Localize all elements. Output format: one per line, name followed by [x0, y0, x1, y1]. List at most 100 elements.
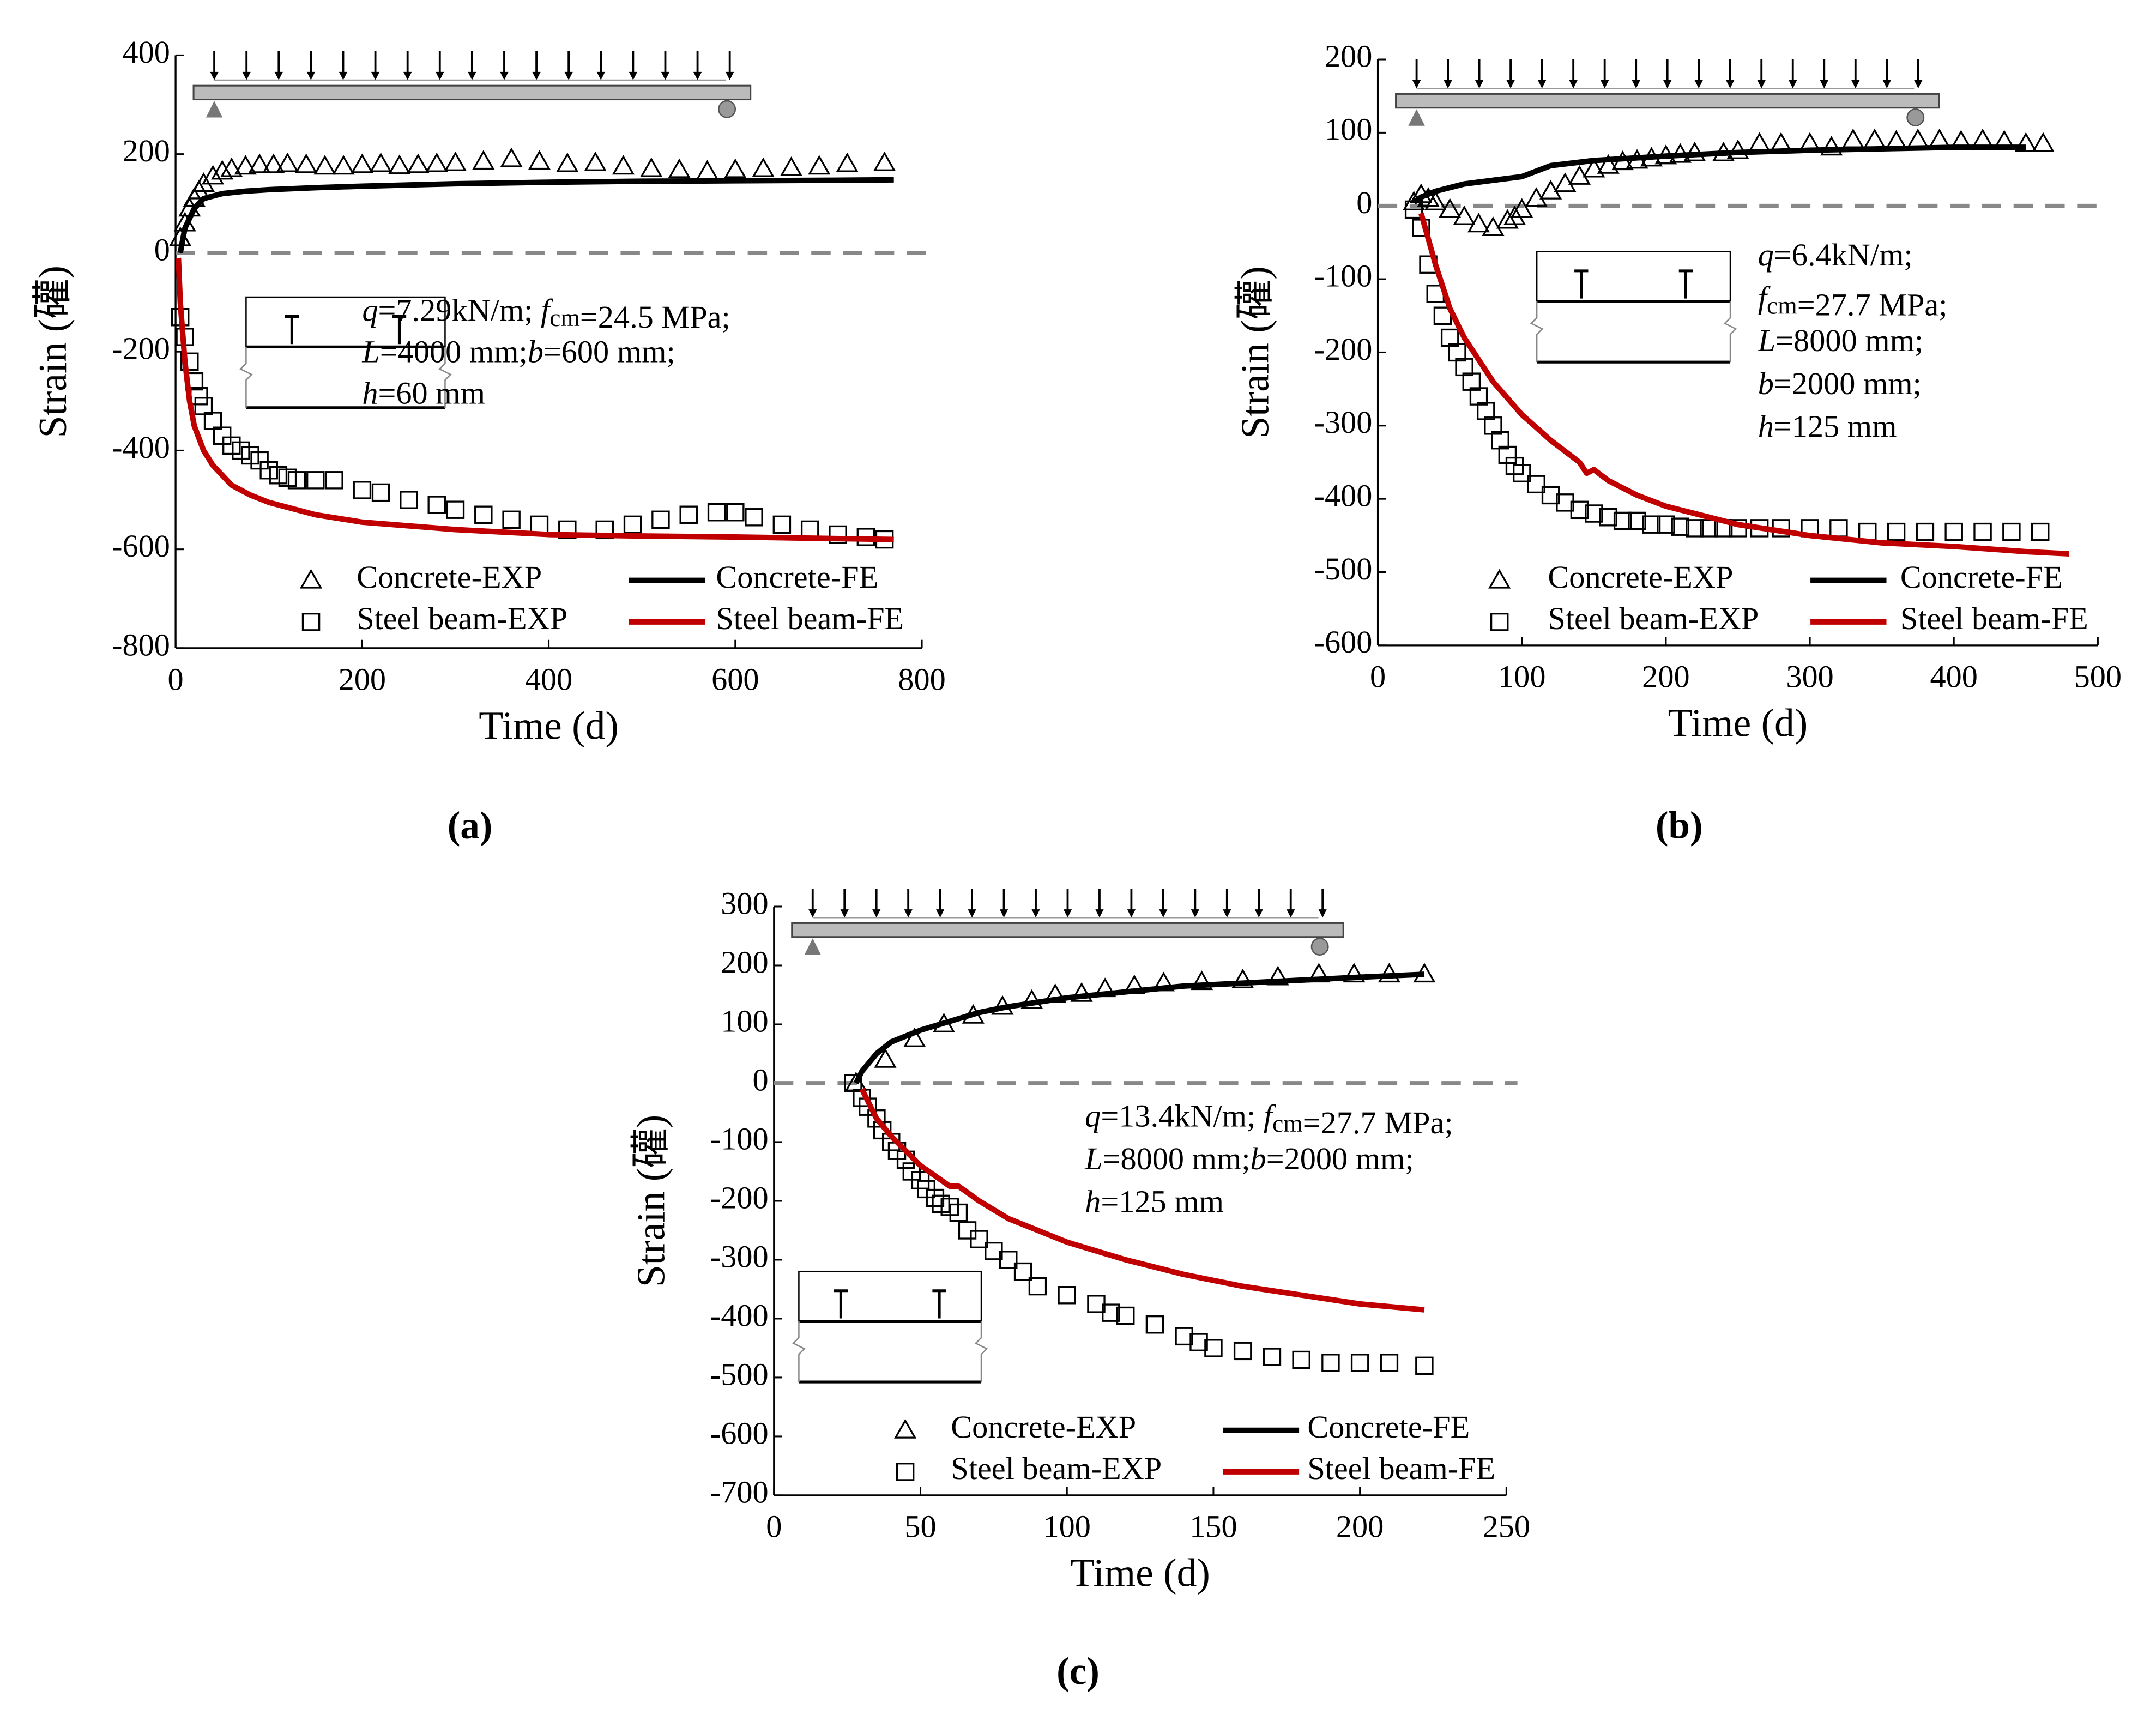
arrow-head: [872, 909, 881, 918]
arrow-head: [242, 71, 251, 81]
y-tick-label: 200: [721, 944, 768, 980]
square-marker: [1350, 1354, 1369, 1372]
square-marker: [1233, 1342, 1252, 1361]
arrow-head: [1223, 909, 1231, 918]
square-marker: [1028, 1277, 1047, 1296]
y-tick-label: 0: [1356, 185, 1372, 220]
square-marker: [1585, 504, 1603, 523]
annotation: h=125 mm: [1758, 409, 1897, 444]
y-tick-label: -400: [710, 1297, 769, 1333]
annotation: h=60 mm: [362, 376, 485, 411]
square-marker: [287, 471, 306, 490]
triangle-marker: [874, 1048, 897, 1068]
break-mark: [239, 347, 253, 408]
triangle-marker: [1231, 968, 1254, 988]
triangle-marker: [234, 155, 257, 175]
arrow-head: [532, 71, 541, 81]
triangle-marker: [1020, 989, 1043, 1009]
arrow-head: [1287, 909, 1295, 918]
legend-label: Concrete-FE: [1307, 1409, 1470, 1445]
square-marker: [1491, 431, 1509, 450]
square-marker: [1505, 456, 1524, 475]
legend-label: Steel beam-EXP: [1548, 601, 1759, 636]
square-marker: [651, 510, 670, 529]
triangle-marker: [192, 172, 215, 192]
annotation: L=4000 mm;b=600 mm;: [361, 334, 675, 370]
square-marker: [1887, 522, 1906, 541]
square-marker: [278, 468, 297, 487]
annotation: q=6.4kN/m;: [1758, 237, 1913, 273]
triangle-marker: [500, 147, 523, 167]
triangle-marker: [407, 153, 430, 173]
square-marker: [1448, 343, 1466, 362]
square-marker: [427, 496, 446, 514]
arrow-head: [1569, 80, 1578, 89]
annotation-text: =2000 mm;: [1774, 366, 1922, 401]
square-marker: [726, 503, 745, 522]
square-marker: [1204, 1339, 1223, 1357]
square-marker: [1116, 1306, 1135, 1325]
triangle-marker: [2032, 132, 2055, 152]
beam: [192, 84, 752, 101]
y-tick-label: -100: [1314, 258, 1373, 293]
square-marker: [829, 525, 847, 544]
section-diagram: [792, 1270, 988, 1384]
annotation-italic: h: [1085, 1184, 1101, 1219]
square-marker: [530, 515, 549, 534]
x-tick-label: 600: [711, 662, 759, 697]
square-marker: [1513, 464, 1531, 482]
roller-support: [1310, 938, 1329, 956]
triangle-marker: [696, 160, 719, 180]
triangle-marker: [1539, 179, 1562, 200]
square-marker: [2031, 522, 2050, 541]
triangle-marker: [220, 157, 243, 177]
legend-label: Concrete-FE: [1900, 559, 2063, 595]
square-marker: [194, 397, 213, 415]
arrow-head: [306, 71, 315, 81]
annotation: q=7.29kN/m; fcm=24.5 MPa;: [362, 293, 730, 335]
series-line: [177, 177, 894, 253]
annotation: b=2000 mm;: [1758, 366, 1922, 401]
annotation-text: =125 mm: [1101, 1184, 1224, 1219]
square-marker: [1189, 1333, 1208, 1351]
legend-label: Steel beam-EXP: [357, 601, 567, 636]
roller-support: [718, 100, 736, 118]
x-tick-label: 200: [1642, 659, 1689, 695]
y-axis-label: Strain (礶): [629, 1115, 673, 1287]
series-line: [1412, 144, 2026, 205]
annotation-text: =8000 mm;: [1103, 1141, 1251, 1176]
annotation-italic: q: [1085, 1098, 1101, 1134]
y-tick-label: -400: [112, 430, 170, 465]
beam-diagram: [192, 51, 752, 118]
square-marker: [970, 1230, 988, 1248]
arrow-head: [1663, 80, 1672, 89]
square-marker: [1829, 519, 1848, 538]
section-diagram: [239, 296, 452, 409]
y-tick-label: -800: [112, 627, 170, 662]
annotation-text: =13.4kN/m;: [1101, 1098, 1263, 1134]
square-marker: [1484, 416, 1502, 435]
triangle-marker: [262, 153, 285, 173]
arrow-head: [1820, 80, 1828, 89]
square-marker: [1102, 1303, 1120, 1322]
y-tick-label: -600: [710, 1415, 769, 1451]
x-tick-label: 400: [525, 662, 572, 697]
annotation-italic: b: [1251, 1141, 1266, 1176]
triangle-marker: [584, 151, 607, 171]
square-marker: [1944, 522, 1963, 541]
y-tick-label: -200: [710, 1180, 769, 1215]
square-marker: [1440, 328, 1459, 347]
annotation-italic: L: [361, 334, 379, 370]
triangle-marker: [1503, 205, 1526, 225]
arrow-head: [1538, 80, 1547, 89]
triangle-marker: [1863, 128, 1886, 148]
triangle-marker: [1906, 128, 1929, 148]
x-tick-label: 300: [1786, 659, 1833, 695]
square-marker: [1490, 613, 1509, 631]
square-marker: [213, 426, 232, 445]
triangle-marker: [1467, 213, 1490, 233]
annotation-text: =8000 mm;: [1775, 323, 1923, 359]
triangle-marker: [640, 157, 663, 177]
square-marker: [745, 508, 763, 527]
